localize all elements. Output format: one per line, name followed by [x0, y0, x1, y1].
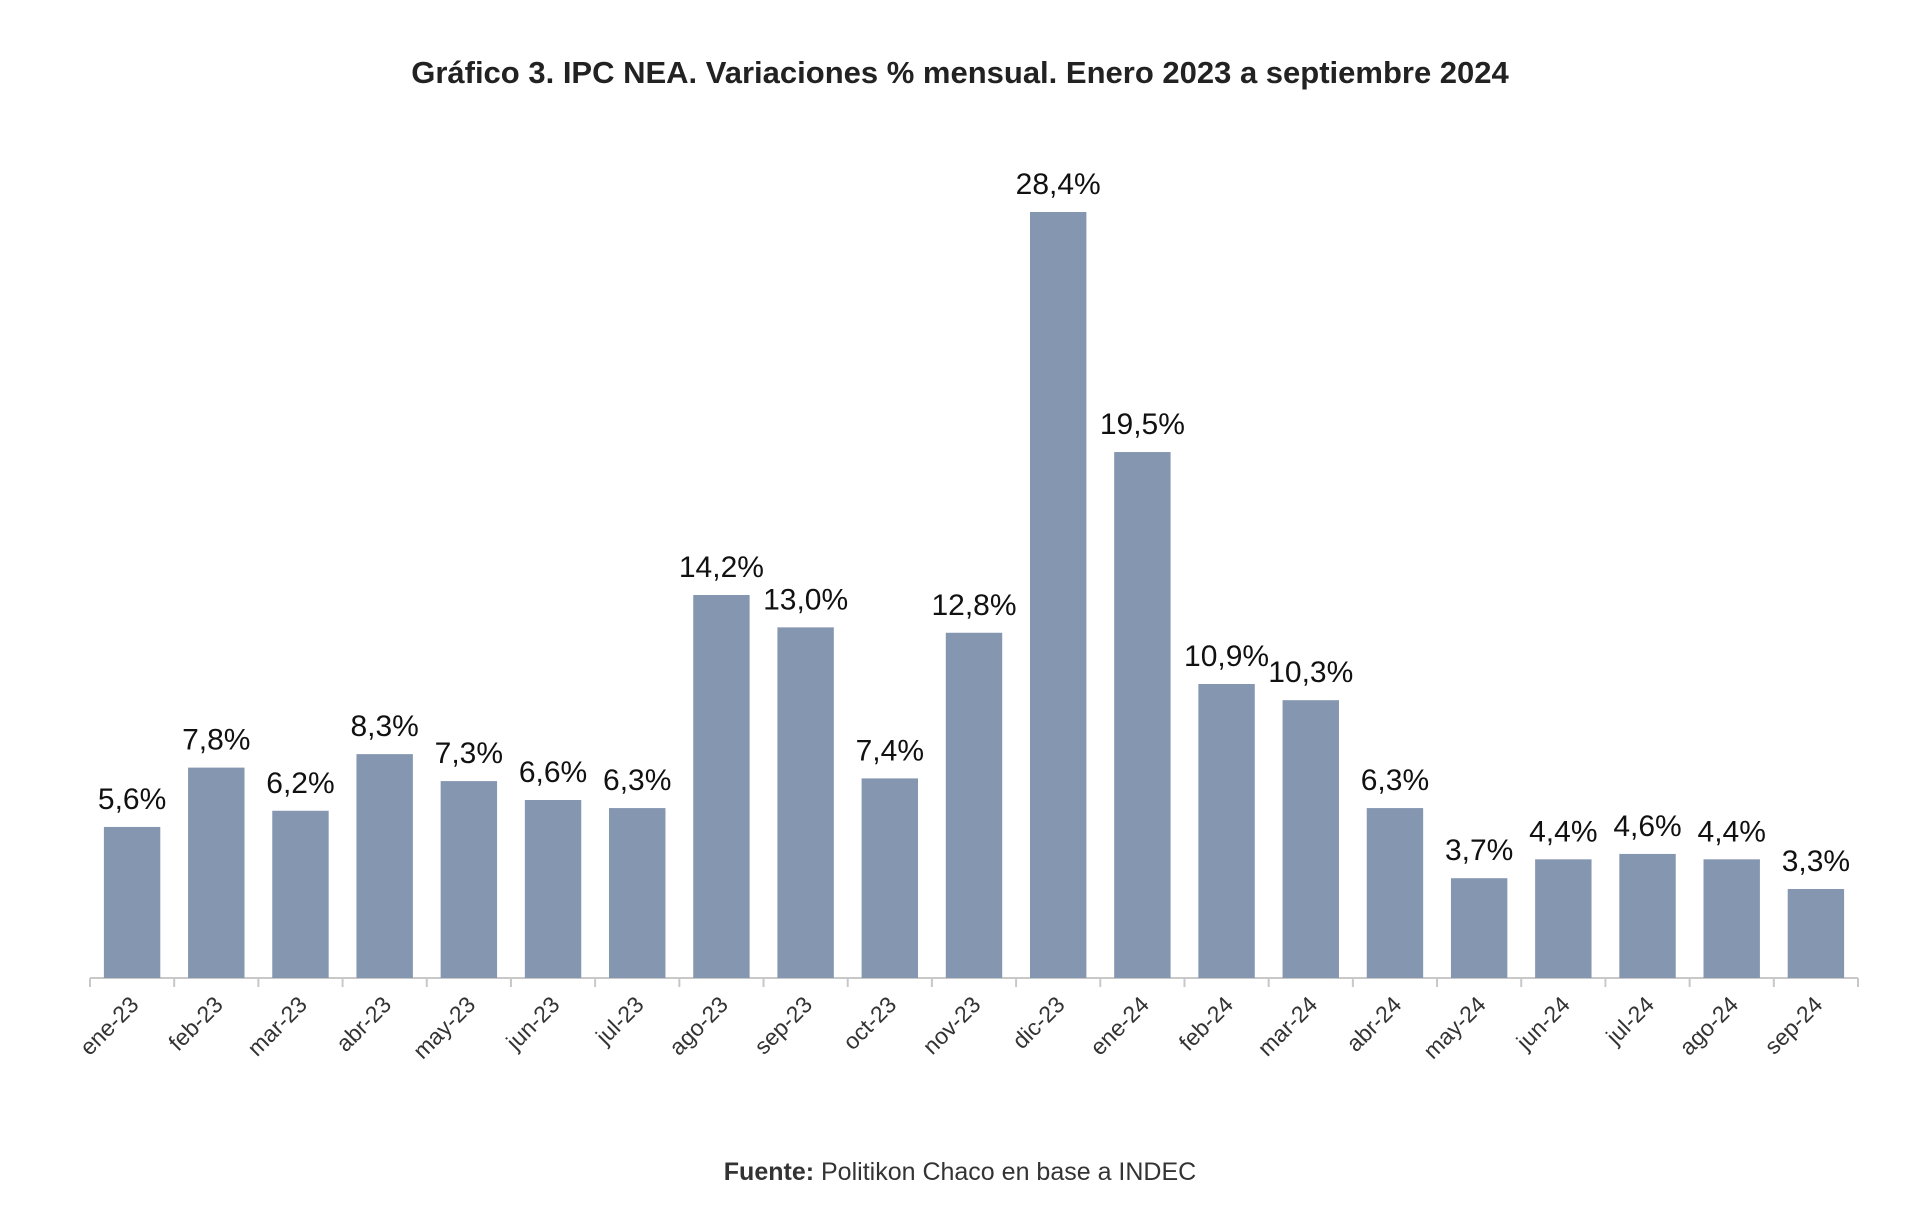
x-tick-label-abr-23: abr-23 — [331, 991, 396, 1056]
bar-jul-23 — [609, 808, 666, 978]
x-tick-label-ago-23: ago-23 — [664, 991, 733, 1060]
x-tick-label-jul-23: jul-23 — [590, 991, 649, 1050]
bar-oct-23 — [861, 778, 919, 978]
data-label-jul-24: 4,6% — [1613, 810, 1681, 843]
data-label-abr-23: 8,3% — [350, 710, 418, 743]
chart-title: Gráfico 3. IPC NEA. Variaciones % mensua… — [411, 55, 1509, 90]
bar-sep-24 — [1787, 888, 1845, 978]
data-label-mar-23: 6,2% — [266, 767, 334, 800]
bar-may-23 — [440, 781, 498, 978]
x-axis-ticks — [89, 978, 1859, 987]
data-label-jul-23: 6,3% — [603, 764, 671, 797]
bars-group — [103, 212, 1845, 978]
x-tick-label-feb-23: feb-23 — [163, 991, 228, 1056]
x-tick-label-feb-24: feb-24 — [1174, 991, 1239, 1056]
source-text: Politikon Chaco en base a INDEC — [814, 1158, 1197, 1186]
bar-jun-24 — [1535, 859, 1592, 978]
data-label-feb-24: 10,9% — [1184, 640, 1269, 673]
x-tick-label-sep-24: sep-24 — [1759, 991, 1827, 1059]
bar-sep-23 — [777, 627, 834, 978]
data-label-jun-23: 6,6% — [519, 756, 587, 789]
bar-dic-23 — [1029, 212, 1087, 978]
x-tick-label-ene-23: ene-23 — [75, 991, 144, 1060]
bar-ago-23 — [693, 595, 750, 978]
x-tick-label-jul-24: jul-24 — [1600, 991, 1659, 1050]
bar-abr-24 — [1366, 808, 1424, 978]
data-label-mar-24: 10,3% — [1268, 656, 1353, 689]
data-label-ene-23: 5,6% — [98, 783, 166, 816]
data-label-may-24: 3,7% — [1445, 834, 1513, 867]
bar-abr-23 — [356, 754, 413, 978]
data-label-ene-24: 19,5% — [1100, 408, 1185, 441]
data-label-abr-24: 6,3% — [1361, 764, 1429, 797]
bar-ene-24 — [1114, 452, 1171, 978]
x-tick-label-jun-24: jun-24 — [1511, 991, 1575, 1055]
bar-ene-23 — [103, 826, 161, 978]
x-tick-label-may-23: may-23 — [408, 991, 481, 1064]
source-note: Fuente: Politikon Chaco en base a INDEC — [0, 1158, 1920, 1187]
bar-feb-24 — [1198, 684, 1255, 978]
x-tick-label-jun-23: jun-23 — [500, 991, 564, 1055]
bar-nov-23 — [945, 632, 1003, 978]
data-label-oct-23: 7,4% — [856, 734, 924, 767]
data-label-may-23: 7,3% — [435, 737, 503, 770]
data-label-sep-23: 13,0% — [763, 583, 848, 616]
x-tick-label-mar-24: mar-24 — [1252, 991, 1322, 1061]
x-tick-label-mar-23: mar-23 — [242, 991, 312, 1061]
bar-ago-24 — [1703, 859, 1760, 978]
data-label-ago-24: 4,4% — [1698, 815, 1766, 848]
bar-may-24 — [1450, 878, 1508, 978]
x-tick-label-ene-24: ene-24 — [1085, 991, 1154, 1060]
x-tick-label-ago-24: ago-24 — [1674, 991, 1743, 1060]
x-tick-label-dic-23: dic-23 — [1007, 991, 1070, 1054]
data-label-dic-23: 28,4% — [1016, 168, 1101, 201]
bar-feb-23 — [188, 767, 245, 978]
data-label-sep-24: 3,3% — [1782, 845, 1850, 878]
data-label-jun-24: 4,4% — [1529, 815, 1597, 848]
x-tick-label-may-24: may-24 — [1418, 991, 1491, 1064]
data-labels-group: 5,6% 7,8% 6,2% 8,3% 7,3% 6,6% 6,3% 14,2%13,0% 7,… — [98, 168, 1850, 878]
source-label: Fuente: — [723, 1158, 815, 1186]
data-label-nov-23: 12,8% — [931, 589, 1016, 622]
x-tick-label-abr-24: abr-24 — [1341, 991, 1407, 1057]
x-tick-label-nov-23: nov-23 — [917, 991, 985, 1059]
x-tick-labels-group: ene-23 feb-23 mar-23 abr-23 may-23 jun-23 jul-… — [75, 991, 1828, 1064]
bar-jul-24 — [1619, 853, 1676, 978]
x-tick-label-oct-23: oct-23 — [838, 991, 902, 1055]
x-tick-label-sep-23: sep-23 — [749, 991, 817, 1059]
data-label-feb-23: 7,8% — [182, 724, 250, 757]
bar-jun-23 — [524, 799, 582, 978]
bar-mar-23 — [272, 810, 329, 978]
data-label-ago-23: 14,2% — [679, 551, 764, 584]
bar-mar-24 — [1282, 700, 1339, 978]
